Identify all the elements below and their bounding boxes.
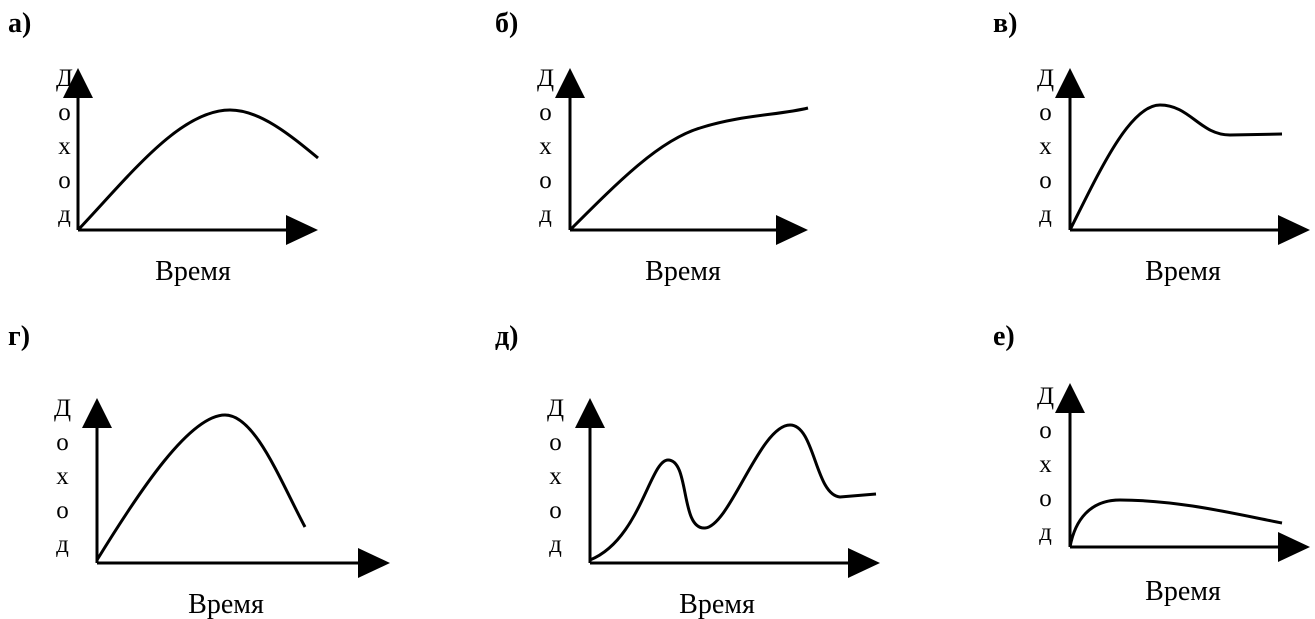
y-arrow	[82, 398, 112, 428]
y-arrow	[1055, 383, 1085, 413]
y-axis-label: Доход	[51, 65, 78, 235]
panel-label: а)	[8, 8, 31, 39]
x-arrow	[286, 215, 318, 245]
y-axis-label: Доход	[1032, 383, 1059, 553]
x-axis-label: Время	[1145, 576, 1221, 607]
panel-label: в)	[993, 8, 1017, 39]
x-axis-label: Время	[155, 256, 231, 287]
x-axis-label: Время	[188, 589, 264, 619]
curve	[1068, 103, 1283, 231]
y-axis-label: Доход	[542, 395, 569, 565]
y-arrow	[1055, 68, 1085, 98]
y-axis-label: Доход	[49, 395, 76, 565]
curve	[76, 108, 319, 232]
y-arrow	[555, 68, 585, 98]
x-arrow	[776, 215, 808, 245]
y-arrow	[575, 398, 605, 428]
x-arrow	[1278, 532, 1310, 562]
curve	[589, 423, 877, 562]
x-arrow	[1278, 215, 1310, 245]
panel-label: б)	[495, 8, 518, 39]
x-axis-label: Время	[645, 256, 721, 287]
y-arrow	[63, 68, 93, 98]
y-axis-label: Доход	[1032, 65, 1059, 235]
x-arrow	[358, 548, 390, 578]
panel-label: г)	[8, 321, 30, 352]
x-axis-label: Время	[679, 589, 755, 619]
panel-label: е)	[993, 321, 1015, 352]
panel-label: д)	[495, 321, 519, 352]
curve	[1068, 498, 1283, 548]
x-arrow	[848, 548, 880, 578]
x-axis-label: Время	[1145, 256, 1221, 287]
curve	[95, 413, 307, 561]
curve	[568, 106, 809, 232]
y-axis-label: Доход	[532, 65, 559, 235]
